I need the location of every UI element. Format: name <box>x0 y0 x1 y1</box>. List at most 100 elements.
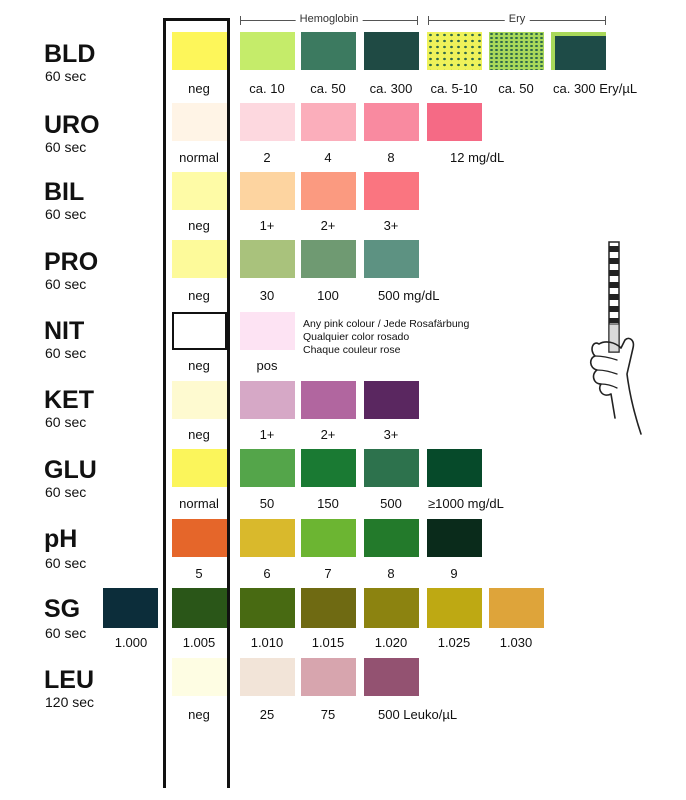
ph-time: 60 sec <box>45 555 87 571</box>
sg-swatch-1025 <box>427 588 482 628</box>
hemoglobin-header: Hemoglobin <box>295 13 363 26</box>
hand-holding-strip-icon <box>589 241 642 435</box>
bld-label-hb-10: ca. 10 <box>249 81 285 96</box>
ket-name: KET <box>44 386 94 414</box>
bil-name: BIL <box>44 178 85 206</box>
nit-note-line-3: Chaque couleur rose <box>303 344 401 356</box>
sg-label-1025: 1.025 <box>437 635 471 650</box>
bil-time: 60 sec <box>45 206 87 222</box>
ery-header: Ery <box>504 13 530 26</box>
bld-name: BLD <box>44 40 96 68</box>
uro-swatch-2 <box>240 103 295 141</box>
pro-label-neg: neg <box>188 288 210 303</box>
sg-swatch-1030 <box>489 588 544 628</box>
ph-swatch-5 <box>172 519 227 557</box>
nit-swatch-neg <box>172 312 227 350</box>
bil-swatch-2plus <box>301 172 356 210</box>
bld-label-ery-5-10: ca. 5-10 <box>430 81 478 96</box>
nit-swatch-pos <box>240 312 295 350</box>
ket-label-2plus: 2+ <box>320 427 336 442</box>
pro-swatch-100 <box>301 240 356 278</box>
uro-name: URO <box>44 111 100 139</box>
ph-swatch-8 <box>364 519 419 557</box>
bil-label-1plus: 1+ <box>259 218 275 233</box>
bil-swatch-neg <box>172 172 227 210</box>
bld-swatch-ery-300 <box>551 32 606 70</box>
bld-label-hb-50: ca. 50 <box>310 81 346 96</box>
bld-swatch-ery-5-10 <box>427 32 482 70</box>
glu-swatch-normal <box>172 449 227 487</box>
leu-label-neg: neg <box>188 707 210 722</box>
ket-time: 60 sec <box>45 414 87 430</box>
sg-label-1005: 1.005 <box>182 635 216 650</box>
nit-note-line-1: Any pink colour / Jede Rosafärbung <box>303 318 470 330</box>
ket-label-1plus: 1+ <box>259 427 275 442</box>
glu-label-500: 500 <box>380 496 402 511</box>
sg-label-1020: 1.020 <box>374 635 408 650</box>
pro-swatch-30 <box>240 240 295 278</box>
leu-label-75: 75 <box>320 707 336 722</box>
leu-swatch-75 <box>301 658 356 696</box>
sg-time: 60 sec <box>45 625 87 641</box>
sg-label-1010: 1.010 <box>250 635 284 650</box>
glu-swatch-500 <box>364 449 419 487</box>
uro-label-4: 4 <box>324 150 332 165</box>
uro-time: 60 sec <box>45 139 87 155</box>
leu-time: 120 sec <box>45 694 95 710</box>
bld-swatch-hb-300 <box>364 32 419 70</box>
ph-swatch-7 <box>301 519 356 557</box>
pro-swatch-neg <box>172 240 227 278</box>
pro-label-30: 30 <box>259 288 275 303</box>
pro-swatch-500 <box>364 240 419 278</box>
bil-label-neg: neg <box>188 218 210 233</box>
glu-label-50: 50 <box>259 496 275 511</box>
uro-label-normal: normal <box>179 150 219 165</box>
glu-label-1000: ≥1000 mg/dL <box>428 496 504 511</box>
ket-label-neg: neg <box>188 427 210 442</box>
nit-label-neg: neg <box>188 358 210 373</box>
leu-swatch-25 <box>240 658 295 696</box>
glu-swatch-150 <box>301 449 356 487</box>
uro-label-12: 12 mg/dL <box>450 150 505 165</box>
sg-swatch-1010 <box>240 588 295 628</box>
nit-name: NIT <box>44 317 85 345</box>
glu-swatch-50 <box>240 449 295 487</box>
sg-swatch-1020 <box>364 588 419 628</box>
bld-label-neg: neg <box>188 81 210 96</box>
ket-swatch-1plus <box>240 381 295 419</box>
pro-name: PRO <box>44 248 99 276</box>
bld-swatch-hb-10 <box>240 32 295 70</box>
ket-swatch-neg <box>172 381 227 419</box>
leu-swatch-500 <box>364 658 419 696</box>
bld-swatch-neg <box>172 32 227 70</box>
ph-swatch-9 <box>427 519 482 557</box>
ket-label-3plus: 3+ <box>383 427 399 442</box>
sg-label-1015: 1.015 <box>311 635 345 650</box>
leu-swatch-neg <box>172 658 227 696</box>
leu-label-25: 25 <box>259 707 275 722</box>
glu-name: GLU <box>44 456 97 484</box>
nit-note-line-2: Qualquier color rosado <box>303 331 410 343</box>
bil-swatch-1plus <box>240 172 295 210</box>
glu-label-150: 150 <box>317 496 339 511</box>
ph-swatch-6 <box>240 519 295 557</box>
sg-swatch-1015 <box>301 588 356 628</box>
uro-swatch-4 <box>301 103 356 141</box>
uro-swatch-normal <box>172 103 227 141</box>
bld-label-ery-300: ca. 300 Ery/µL <box>553 81 638 96</box>
bil-label-2plus: 2+ <box>320 218 336 233</box>
uro-swatch-8 <box>364 103 419 141</box>
bil-label-3plus: 3+ <box>383 218 399 233</box>
ph-name: pH <box>44 525 78 553</box>
negative-column-frame <box>163 18 230 788</box>
ery-bracket: Ery <box>428 13 606 26</box>
pro-label-100: 100 <box>317 288 339 303</box>
ph-label-8: 8 <box>387 566 395 581</box>
sg-swatch-1000 <box>103 588 158 628</box>
uro-label-2: 2 <box>263 150 271 165</box>
bld-time: 60 sec <box>45 68 87 84</box>
leu-name: LEU <box>44 666 94 694</box>
sg-name: SG <box>44 595 81 623</box>
ket-swatch-2plus <box>301 381 356 419</box>
bld-swatch-ery-50 <box>489 32 544 70</box>
